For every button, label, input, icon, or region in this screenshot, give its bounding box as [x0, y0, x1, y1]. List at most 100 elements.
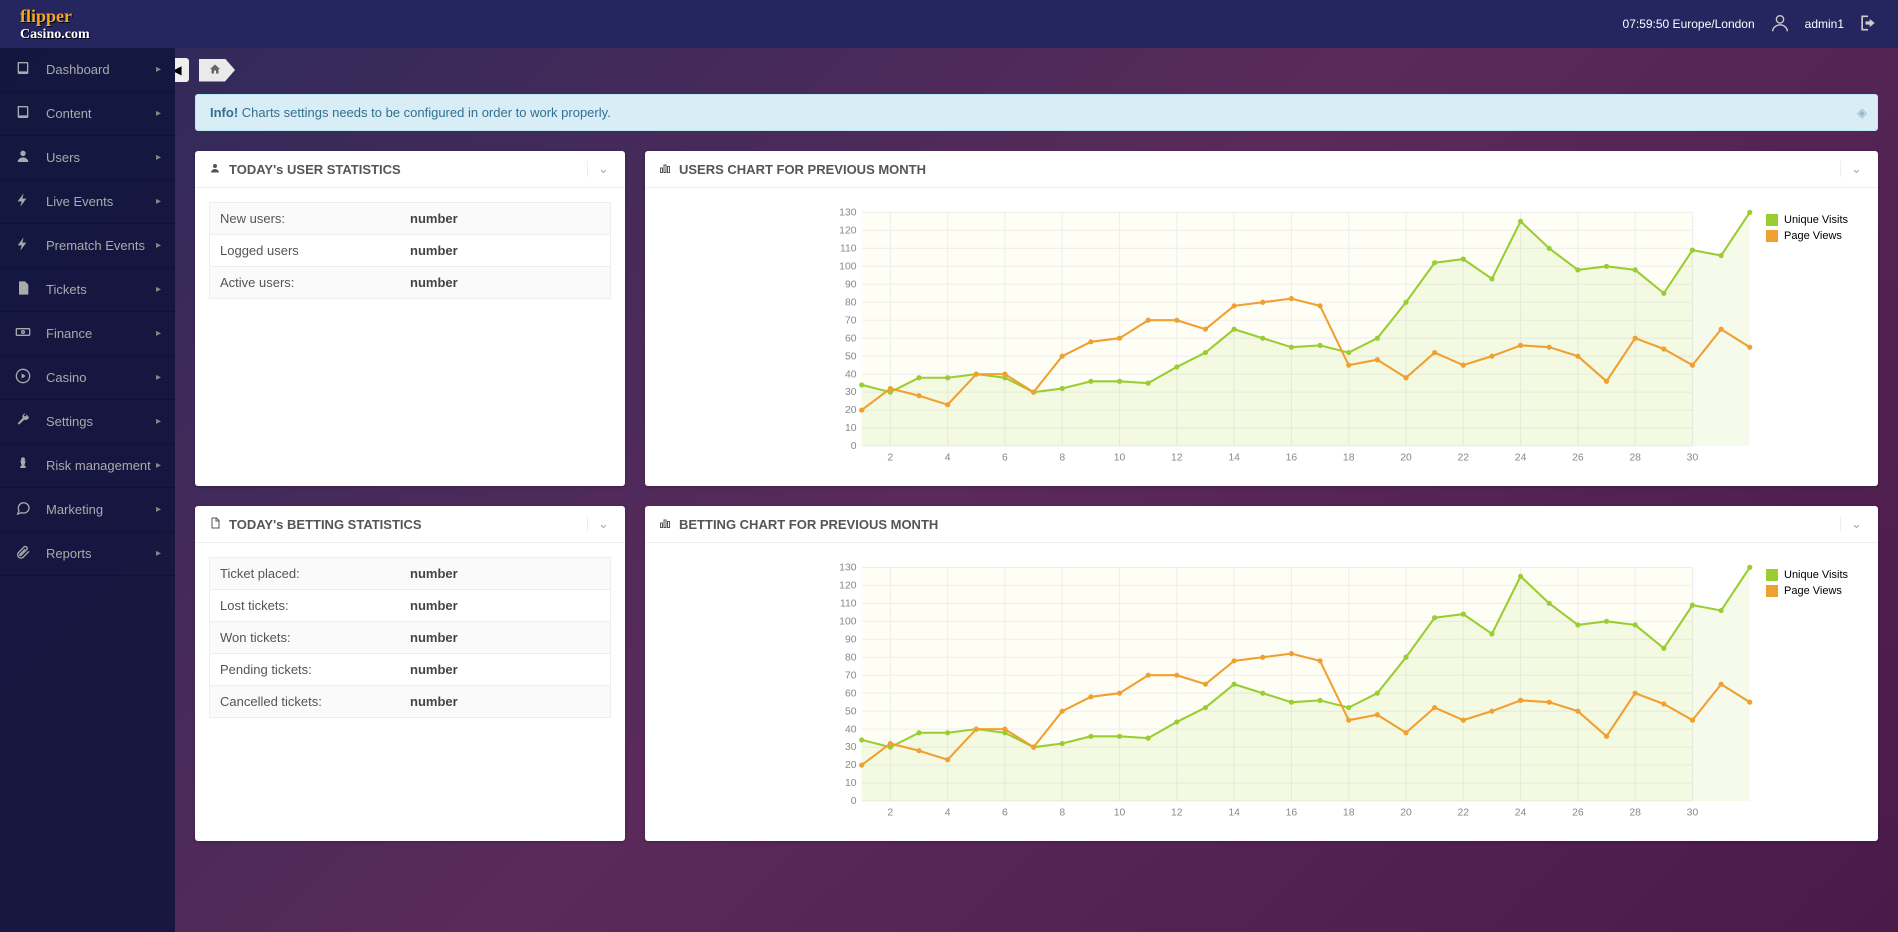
sidebar-item-label: Risk management: [46, 458, 156, 473]
chess-icon: [14, 456, 32, 475]
chevron-right-icon: ▸: [156, 504, 161, 515]
bolt-icon: [14, 192, 32, 211]
svg-text:18: 18: [1343, 453, 1355, 464]
stat-label: New users:: [220, 211, 410, 226]
panel-collapse-icon[interactable]: ⌄: [1840, 516, 1864, 532]
panel-title: USERS CHART FOR PREVIOUS MONTH: [679, 162, 926, 177]
svg-text:10: 10: [1114, 453, 1126, 464]
stat-value: number: [410, 566, 600, 581]
svg-text:70: 70: [845, 670, 857, 681]
svg-text:70: 70: [845, 315, 857, 326]
svg-text:120: 120: [839, 580, 857, 591]
svg-text:8: 8: [1059, 808, 1065, 819]
svg-text:20: 20: [1400, 453, 1412, 464]
chevron-right-icon: ▸: [156, 460, 161, 471]
paperclip-icon: [14, 544, 32, 563]
stat-label: Ticket placed:: [220, 566, 410, 581]
stat-value: number: [410, 598, 600, 613]
sidebar-item-live-events[interactable]: Live Events ▸: [0, 180, 175, 224]
sidebar-item-label: Settings: [46, 414, 156, 429]
stat-label: Active users:: [220, 275, 410, 290]
user-icon: [209, 162, 221, 177]
sidebar-item-casino[interactable]: Casino ▸: [0, 356, 175, 400]
book-icon: [14, 60, 32, 79]
sidebar-item-label: Casino: [46, 370, 156, 385]
sidebar-item-users[interactable]: Users ▸: [0, 136, 175, 180]
svg-text:14: 14: [1228, 808, 1240, 819]
sidebar-item-label: Users: [46, 150, 156, 165]
sidebar-item-risk-management[interactable]: Risk management ▸: [0, 444, 175, 488]
stat-value: number: [410, 211, 600, 226]
svg-text:10: 10: [1114, 808, 1126, 819]
svg-text:110: 110: [840, 243, 857, 254]
svg-text:110: 110: [840, 598, 857, 609]
wrench-icon: [14, 412, 32, 431]
sidebar-item-settings[interactable]: Settings ▸: [0, 400, 175, 444]
sidebar-item-label: Dashboard: [46, 62, 156, 77]
svg-text:20: 20: [845, 405, 857, 416]
stat-row: Won tickets: number: [209, 621, 611, 653]
svg-text:20: 20: [1400, 808, 1412, 819]
panel-collapse-icon[interactable]: ⌄: [587, 161, 611, 177]
panel-title: TODAY's BETTING STATISTICS: [229, 517, 422, 532]
svg-text:30: 30: [845, 742, 857, 753]
svg-text:22: 22: [1458, 453, 1470, 464]
sidebar-item-label: Marketing: [46, 502, 156, 517]
svg-text:30: 30: [1687, 808, 1699, 819]
chevron-right-icon: ▸: [156, 196, 161, 207]
play-icon: [14, 368, 32, 387]
svg-text:30: 30: [1687, 453, 1699, 464]
sidebar: Dashboard ▸ Content ▸ Users ▸ Live Event…: [0, 48, 175, 932]
chevron-right-icon: ▸: [156, 108, 161, 119]
sidebar-item-prematch-events[interactable]: Prematch Events ▸: [0, 224, 175, 268]
svg-text:40: 40: [845, 369, 857, 380]
svg-text:28: 28: [1629, 808, 1641, 819]
svg-text:60: 60: [845, 333, 857, 344]
sidebar-item-dashboard[interactable]: Dashboard ▸: [0, 48, 175, 92]
svg-text:90: 90: [845, 279, 857, 290]
sidebar-toggle[interactable]: ◀: [175, 58, 189, 82]
chart-icon: [659, 517, 671, 532]
chart-icon: [659, 162, 671, 177]
info-alert: Info! Charts settings needs to be config…: [195, 94, 1878, 131]
logo[interactable]: flipper Casino.com: [20, 6, 90, 42]
sidebar-item-tickets[interactable]: Tickets ▸: [0, 268, 175, 312]
sidebar-item-marketing[interactable]: Marketing ▸: [0, 488, 175, 532]
sidebar-item-label: Content: [46, 106, 156, 121]
panel-users-chart: USERS CHART FOR PREVIOUS MONTH ⌄ 0 10 20 30…: [645, 151, 1878, 486]
file-icon: [14, 280, 32, 299]
stat-row: Pending tickets: number: [209, 653, 611, 685]
home-icon: [209, 63, 221, 75]
stat-row: New users: number: [209, 202, 611, 234]
svg-text:12: 12: [1171, 808, 1183, 819]
panel-collapse-icon[interactable]: ⌄: [587, 516, 611, 532]
username[interactable]: admin1: [1805, 17, 1844, 31]
alert-prefix: Info!: [210, 105, 238, 120]
stat-row: Ticket placed: number: [209, 557, 611, 589]
svg-text:6: 6: [1002, 453, 1008, 464]
sidebar-item-reports[interactable]: Reports ▸: [0, 532, 175, 576]
sidebar-item-content[interactable]: Content ▸: [0, 92, 175, 136]
panel-title: BETTING CHART FOR PREVIOUS MONTH: [679, 517, 938, 532]
stat-value: number: [410, 662, 600, 677]
user-icon[interactable]: [1769, 12, 1791, 37]
stat-label: Cancelled tickets:: [220, 694, 410, 709]
svg-text:50: 50: [845, 351, 857, 362]
panel-betting-chart: BETTING CHART FOR PREVIOUS MONTH ⌄ 01020…: [645, 506, 1878, 841]
logout-icon[interactable]: [1858, 13, 1878, 36]
breadcrumb-home[interactable]: [199, 59, 235, 82]
stat-row: Logged users number: [209, 234, 611, 266]
legend-item: Page Views: [1760, 583, 1854, 599]
svg-text:0: 0: [851, 441, 857, 452]
svg-text:22: 22: [1458, 808, 1470, 819]
chevron-right-icon: ▸: [156, 416, 161, 427]
svg-text:40: 40: [845, 724, 857, 735]
svg-text:100: 100: [839, 616, 857, 627]
stat-label: Lost tickets:: [220, 598, 410, 613]
panel-collapse-icon[interactable]: ⌄: [1840, 161, 1864, 177]
sidebar-item-finance[interactable]: Finance ▸: [0, 312, 175, 356]
svg-text:24: 24: [1515, 808, 1527, 819]
alert-close-icon[interactable]: ◈: [1857, 105, 1867, 121]
svg-text:10: 10: [845, 778, 857, 789]
logo-bottom: Casino.com: [20, 27, 90, 43]
